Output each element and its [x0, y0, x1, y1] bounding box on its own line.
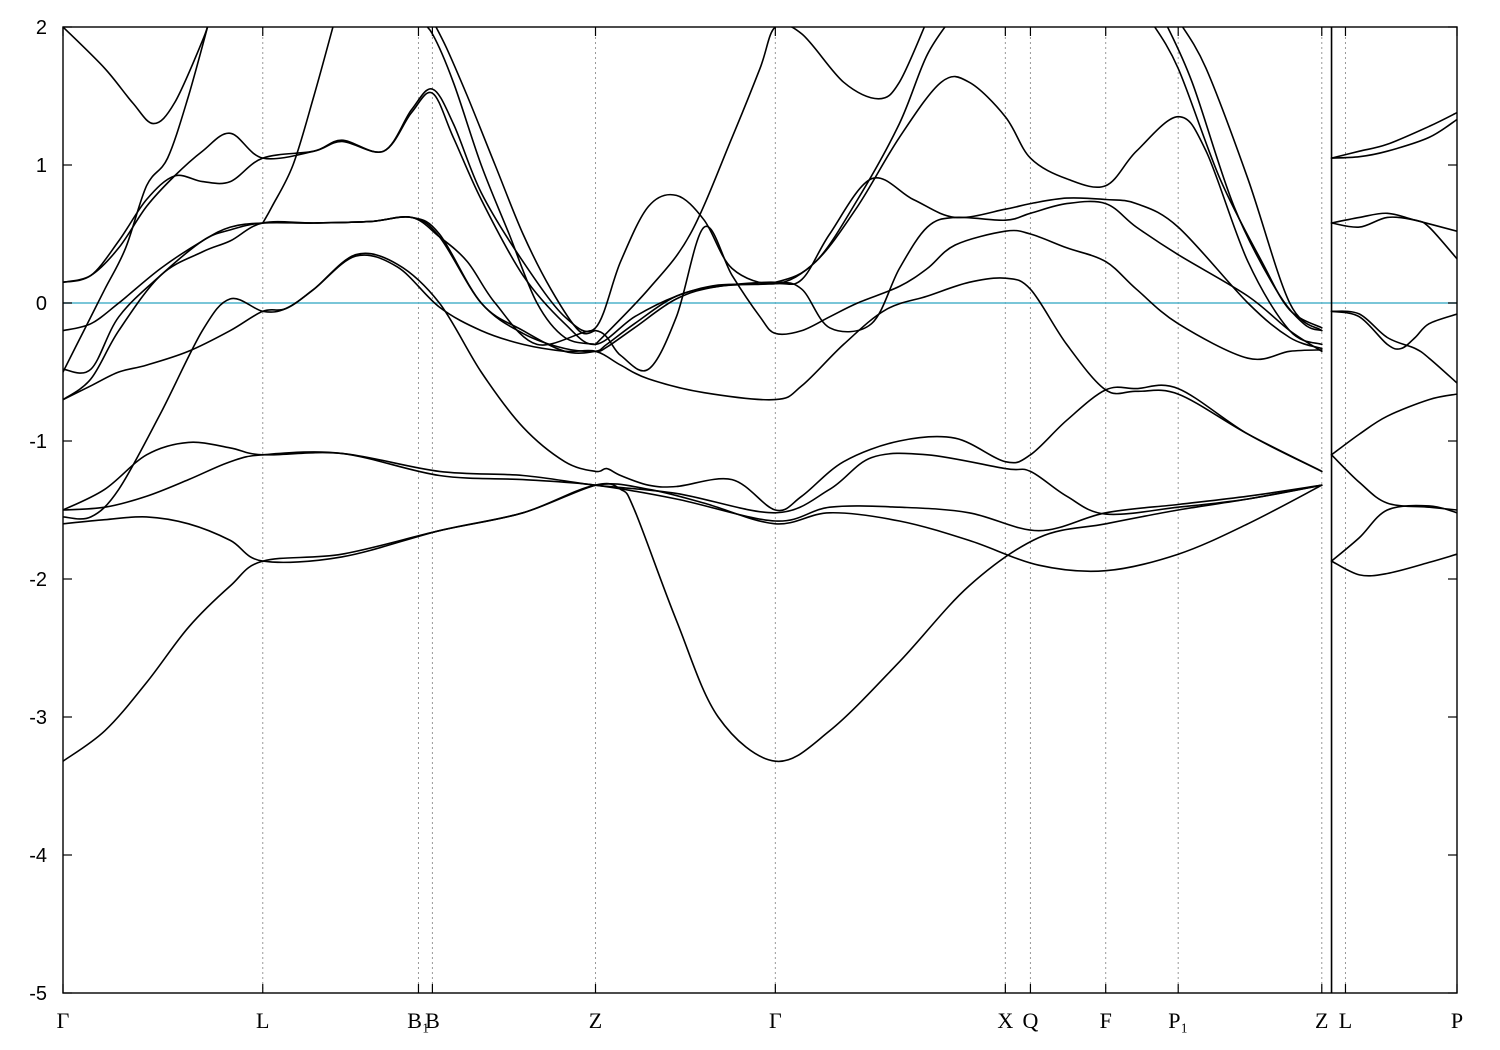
bands-layer: [63, 27, 1457, 763]
y-tick-label: -4: [29, 845, 47, 867]
kpoint-label: Q: [1022, 1008, 1038, 1033]
band-line-4: [63, 441, 1323, 516]
band-line-18: [1153, 27, 1323, 329]
band-line-2: [63, 482, 1323, 763]
kpoint-label: Γ: [769, 1008, 782, 1033]
kpoint-label: L: [256, 1008, 269, 1033]
band-line-27: [1330, 212, 1457, 232]
band-line-13: [63, 27, 209, 373]
y-tick-label: -3: [29, 707, 47, 729]
band-line-29: [1330, 118, 1457, 159]
band-line-25: [1330, 310, 1457, 350]
kpoint-label: B₁: [407, 1008, 429, 1033]
band-line-14: [63, 27, 209, 125]
band-line-8: [63, 177, 1323, 374]
kpoint-label: P: [1451, 1008, 1463, 1033]
band-line-16: [426, 27, 597, 346]
kpoint-label: Γ: [57, 1008, 70, 1033]
kpoint-label: X: [997, 1008, 1013, 1033]
band-line-28: [1330, 216, 1457, 260]
y-tick-label: -1: [29, 431, 47, 453]
kpoint-label: P₁: [1168, 1008, 1188, 1033]
band-line-19: [1166, 27, 1323, 332]
band-line-21: [1330, 553, 1457, 577]
band-line-3: [63, 451, 1323, 532]
band-line-17: [594, 27, 926, 346]
y-tick-label: -2: [29, 569, 47, 591]
band-line-5: [63, 252, 1323, 520]
kpoint-label: Z: [1315, 1008, 1328, 1033]
band-line-15: [435, 27, 597, 335]
y-tick-label: 1: [36, 155, 47, 177]
band-line-12: [262, 27, 334, 224]
band-line-30: [1330, 111, 1457, 159]
y-axis: -5 -4 -3 -2 -1 0 1 2: [29, 17, 1457, 1005]
kpoint-label: F: [1100, 1008, 1112, 1033]
plot-frame: [62, 26, 1458, 994]
y-tick-label: 0: [36, 293, 47, 315]
kpoint-label: L: [1339, 1008, 1352, 1033]
band-line-11: [63, 27, 946, 346]
band-line-26: [1330, 310, 1457, 384]
band-line-10: [63, 75, 1323, 346]
kpoint-label: B: [425, 1008, 440, 1033]
band-line-23: [1330, 454, 1457, 511]
band-line-6: [63, 254, 1323, 473]
band-line-1: [63, 482, 1323, 762]
y-tick-label: 2: [36, 17, 47, 39]
y-tick-label: -5: [29, 983, 47, 1005]
band-line-24: [1330, 393, 1457, 456]
band-line-22: [1330, 504, 1457, 562]
kpoint-label: Z: [589, 1008, 602, 1033]
kpoint-gridlines: [262, 27, 1346, 993]
band-line-20: [1181, 27, 1323, 332]
x-axis: Γ L B₁B Z Γ X Q F P₁ Z L P: [57, 27, 1463, 1033]
band-line-9: [63, 216, 1323, 372]
